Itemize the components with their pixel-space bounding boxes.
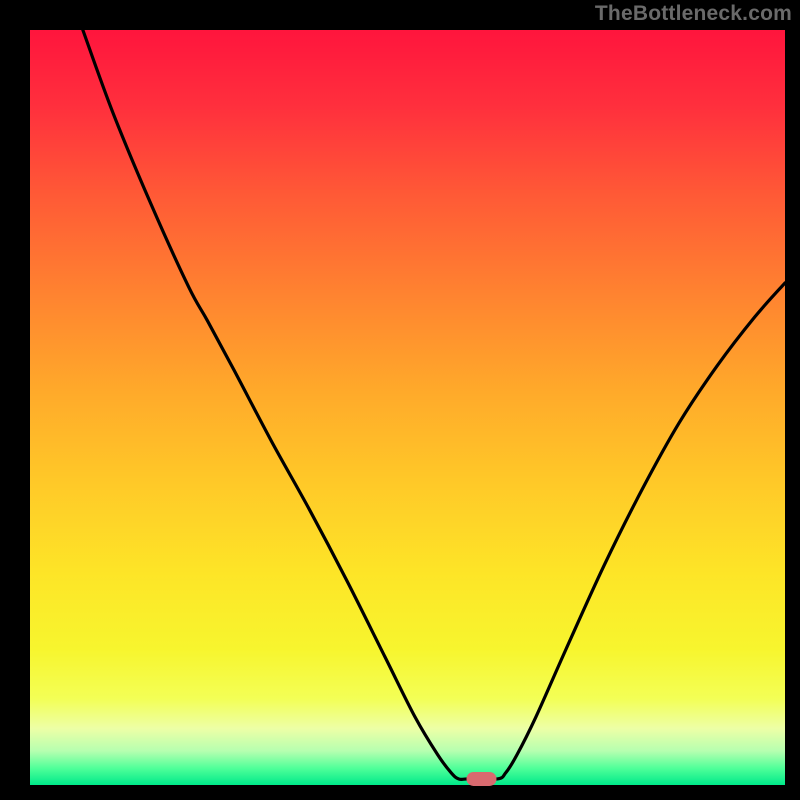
plot-area xyxy=(30,30,785,785)
optimum-marker xyxy=(466,772,496,786)
watermark-text: TheBottleneck.com xyxy=(595,2,792,26)
bottleneck-chart xyxy=(0,0,800,800)
